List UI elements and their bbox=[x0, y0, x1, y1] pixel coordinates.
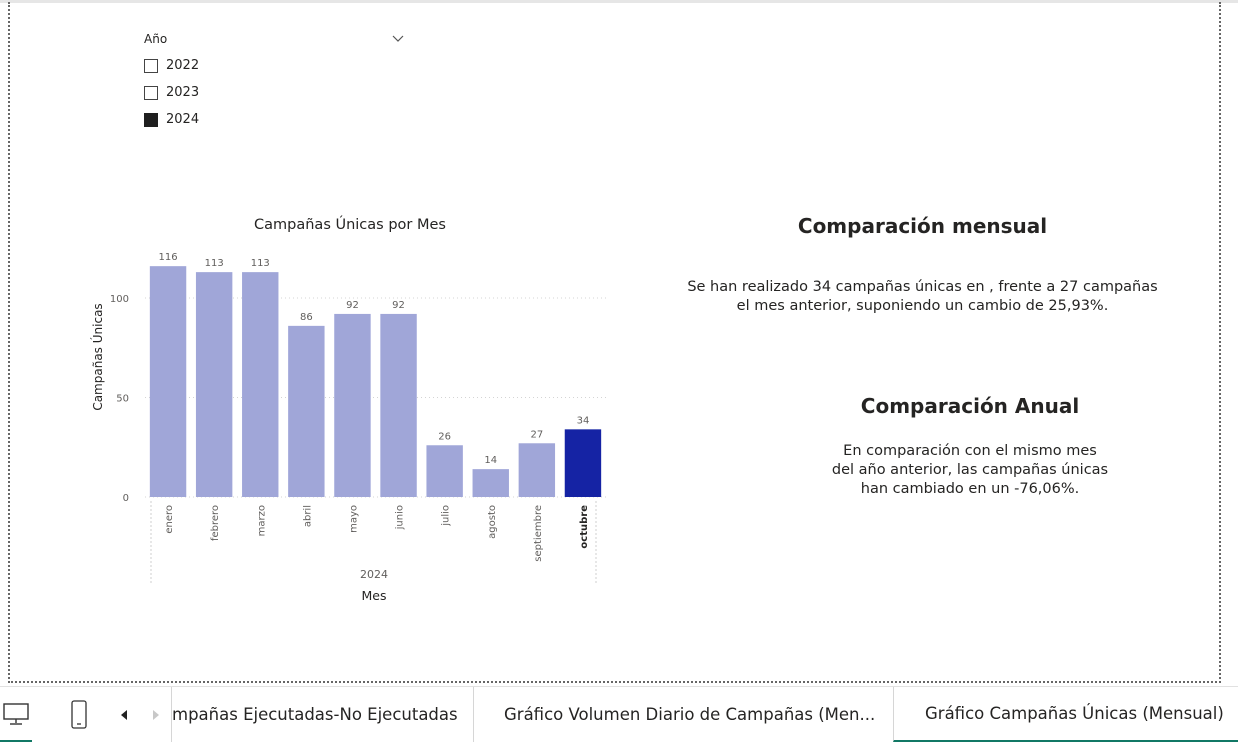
tab-volumen-diario[interactable]: Gráfico Volumen Diario de Campañas (Men.… bbox=[473, 687, 893, 742]
annual-text-line1: En comparación con el mismo mes bbox=[843, 443, 1097, 459]
desktop-icon bbox=[3, 702, 29, 725]
bar[interactable] bbox=[518, 443, 556, 497]
bar[interactable] bbox=[149, 266, 187, 497]
chevron-right-icon bbox=[153, 709, 159, 720]
slicer-option-2024[interactable]: 2024 bbox=[144, 106, 406, 133]
page-tab-bar: mpañas Ejecutadas-No Ejecutadas Gráfico … bbox=[0, 686, 1238, 742]
x-tick-label: febrero bbox=[210, 505, 221, 541]
annual-title: Comparación Anual bbox=[860, 394, 1080, 418]
x-axis-ticks: enero febrero marzo abril mayo junio julio agos… bbox=[164, 505, 590, 562]
slicer-option-label: 2024 bbox=[166, 112, 200, 127]
bar[interactable] bbox=[195, 272, 233, 497]
data-label: 27 bbox=[530, 429, 543, 440]
data-label: 92 bbox=[392, 300, 405, 311]
x-group-label: 2024 bbox=[360, 568, 388, 581]
checkbox[interactable] bbox=[144, 58, 158, 73]
x-tick-label: abril bbox=[302, 505, 313, 527]
y-tick-label: 50 bbox=[116, 394, 129, 405]
data-label: 116 bbox=[159, 252, 178, 263]
x-axis-title: Mes bbox=[362, 588, 387, 603]
slicer-title: Año bbox=[144, 32, 168, 46]
monthly-text-line2: el mes anterior, suponiendo un cambio de… bbox=[736, 298, 1109, 314]
monthly-comparison: Comparación mensual Se han realizado 34 … bbox=[640, 214, 1205, 316]
chevron-left-icon bbox=[121, 709, 127, 720]
data-label: 113 bbox=[251, 258, 270, 269]
y-axis-ticks: 0 50 100 bbox=[110, 294, 129, 504]
tab-campanas-ejecutadas[interactable]: mpañas Ejecutadas-No Ejecutadas bbox=[171, 687, 473, 742]
data-label: 14 bbox=[484, 455, 497, 466]
annual-text-line3: han cambiado en un -76,06%. bbox=[860, 481, 1080, 497]
x-tick-label: enero bbox=[164, 505, 175, 534]
tab-label: Gráfico Campañas Únicas (Mensual) bbox=[925, 704, 1224, 723]
slicer-option-2023[interactable]: 2023 bbox=[144, 79, 406, 106]
annual-comparison: Comparación Anual En comparación con el … bbox=[770, 394, 1170, 499]
x-tick-label: agosto bbox=[487, 505, 498, 539]
slicer-option-2022[interactable]: 2022 bbox=[144, 52, 406, 79]
top-divider bbox=[0, 0, 1238, 3]
data-label: 113 bbox=[205, 258, 224, 269]
bar[interactable] bbox=[288, 325, 325, 497]
data-label: 34 bbox=[577, 415, 590, 426]
bar[interactable] bbox=[564, 429, 602, 497]
x-tick-label: julio bbox=[441, 505, 452, 527]
x-tick-label: octubre bbox=[579, 505, 590, 549]
bar-chart: Campañas Únicas por Mes Campañas Únicas … bbox=[90, 215, 606, 603]
scroll-tabs-right-button[interactable] bbox=[145, 687, 167, 742]
checkbox[interactable] bbox=[144, 85, 158, 100]
tab-label: mpañas Ejecutadas-No Ejecutadas bbox=[172, 705, 458, 724]
x-tick-label: junio bbox=[395, 505, 406, 530]
annual-text-line2: del año anterior, las campañas únicas bbox=[831, 462, 1109, 478]
monthly-text-line1: Se han realizado 34 campañas únicas en ,… bbox=[687, 279, 1158, 295]
data-label: 92 bbox=[346, 300, 359, 311]
bar[interactable] bbox=[472, 469, 509, 497]
mobile-layout-button[interactable] bbox=[62, 687, 96, 742]
slicer-option-label: 2023 bbox=[166, 85, 200, 100]
tab-label: Gráfico Volumen Diario de Campañas (Men.… bbox=[504, 705, 876, 724]
bar[interactable] bbox=[334, 313, 371, 497]
chart-title: Campañas Únicas por Mes bbox=[254, 215, 446, 233]
y-tick-label: 0 bbox=[123, 493, 129, 504]
y-tick-label: 100 bbox=[110, 294, 129, 305]
x-tick-label: marzo bbox=[256, 505, 267, 536]
data-label: 86 bbox=[300, 312, 313, 323]
x-tick-label: septiembre bbox=[533, 505, 544, 562]
report-canvas bbox=[8, 2, 1221, 683]
chevron-down-icon[interactable] bbox=[392, 32, 404, 44]
desktop-layout-button[interactable] bbox=[0, 687, 32, 742]
tab-campanas-unicas[interactable]: Gráfico Campañas Únicas (Mensual) bbox=[893, 687, 1238, 742]
data-labels: 116 113 113 86 92 92 26 14 27 34 bbox=[159, 252, 590, 466]
bar[interactable] bbox=[242, 272, 279, 497]
phone-icon bbox=[71, 699, 87, 729]
x-tick-label: mayo bbox=[348, 505, 359, 533]
year-slicer: Año 2022 2023 2024 bbox=[144, 32, 406, 133]
slicer-option-label: 2022 bbox=[166, 58, 200, 73]
bars bbox=[149, 266, 602, 497]
bar[interactable] bbox=[380, 313, 417, 497]
monthly-title: Comparación mensual bbox=[797, 214, 1048, 238]
checkbox-checked[interactable] bbox=[144, 112, 158, 127]
scroll-tabs-left-button[interactable] bbox=[113, 687, 135, 742]
y-axis-title: Campañas Únicas bbox=[90, 303, 105, 410]
bar[interactable] bbox=[426, 445, 463, 497]
data-label: 26 bbox=[438, 431, 451, 442]
